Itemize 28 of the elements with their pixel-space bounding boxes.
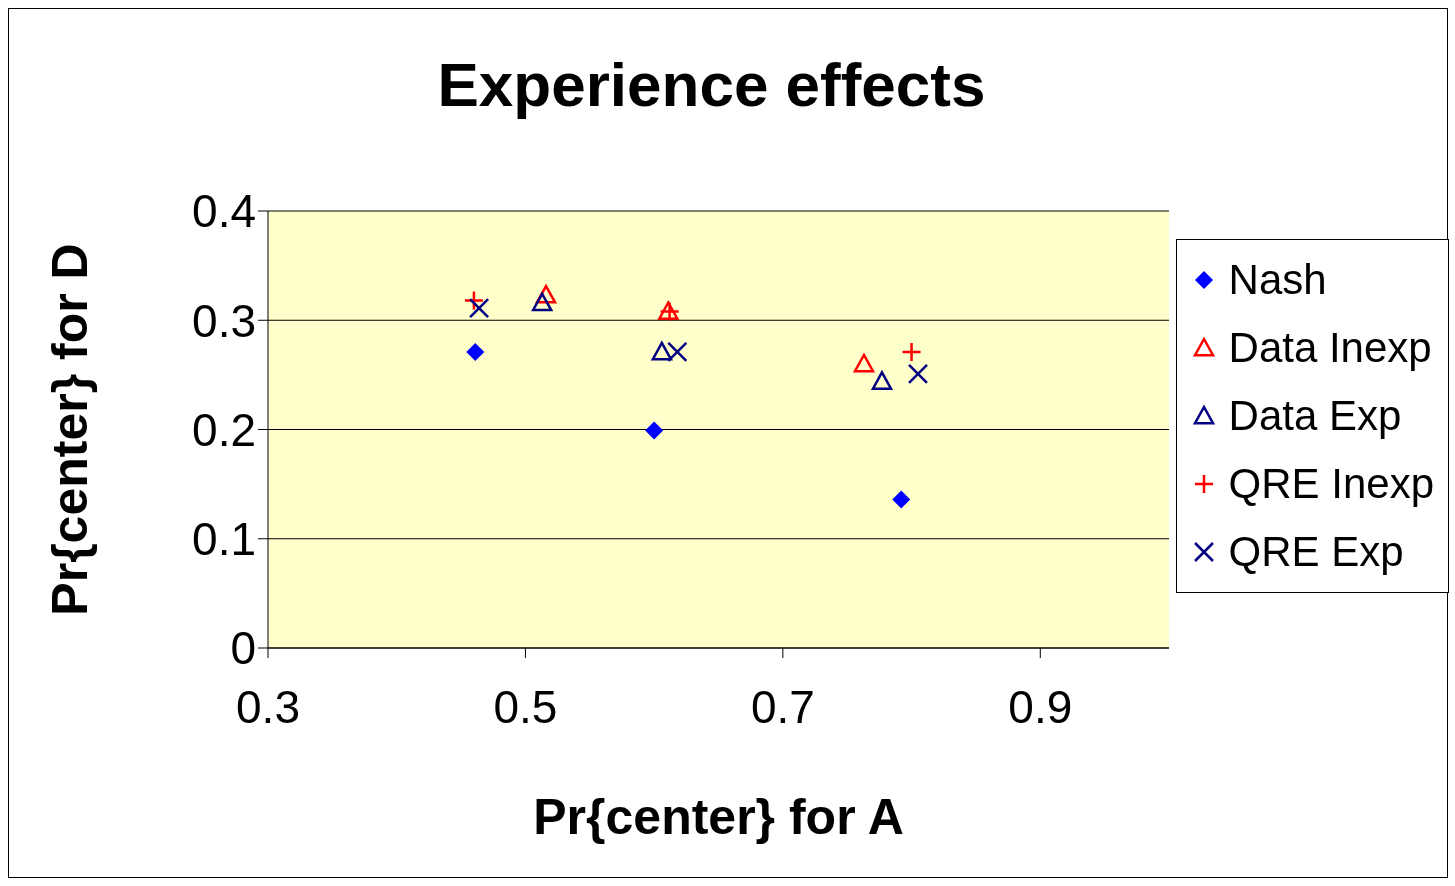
y-axis-title: Pr{center} for D: [41, 243, 98, 616]
point: [907, 363, 929, 385]
y-tick-label: 0.2: [192, 403, 256, 456]
x-tick-label: 0.7: [750, 680, 815, 733]
point: [531, 292, 553, 312]
point: [853, 353, 875, 373]
y-tick-label: 0.3: [192, 294, 256, 347]
x-tick-label: 0.5: [493, 680, 558, 733]
legend-label: Data Exp: [1228, 392, 1402, 440]
legend-label: Nash: [1228, 256, 1327, 304]
point: [667, 341, 688, 363]
point: [468, 297, 490, 319]
x-tick-label: 0.3: [236, 680, 300, 733]
y-tick-label: 0: [230, 622, 256, 675]
y-tick-label: 0.4: [192, 185, 256, 238]
point: [871, 371, 893, 390]
point: [901, 341, 922, 363]
legend-label: Data Inexp: [1228, 324, 1432, 372]
chart-title: Experience effects: [436, 49, 987, 120]
point: [651, 341, 673, 361]
point: [892, 490, 911, 509]
point: [645, 421, 664, 440]
x-tick-label: 0.9: [1008, 680, 1073, 733]
x-axis-title: Pr{center} for A: [533, 788, 904, 845]
y-tick-label: 0.1: [192, 513, 256, 566]
point: [466, 342, 485, 361]
legend-label: QRE Exp: [1228, 528, 1404, 576]
legend-label: QRE Inexp: [1228, 460, 1434, 508]
